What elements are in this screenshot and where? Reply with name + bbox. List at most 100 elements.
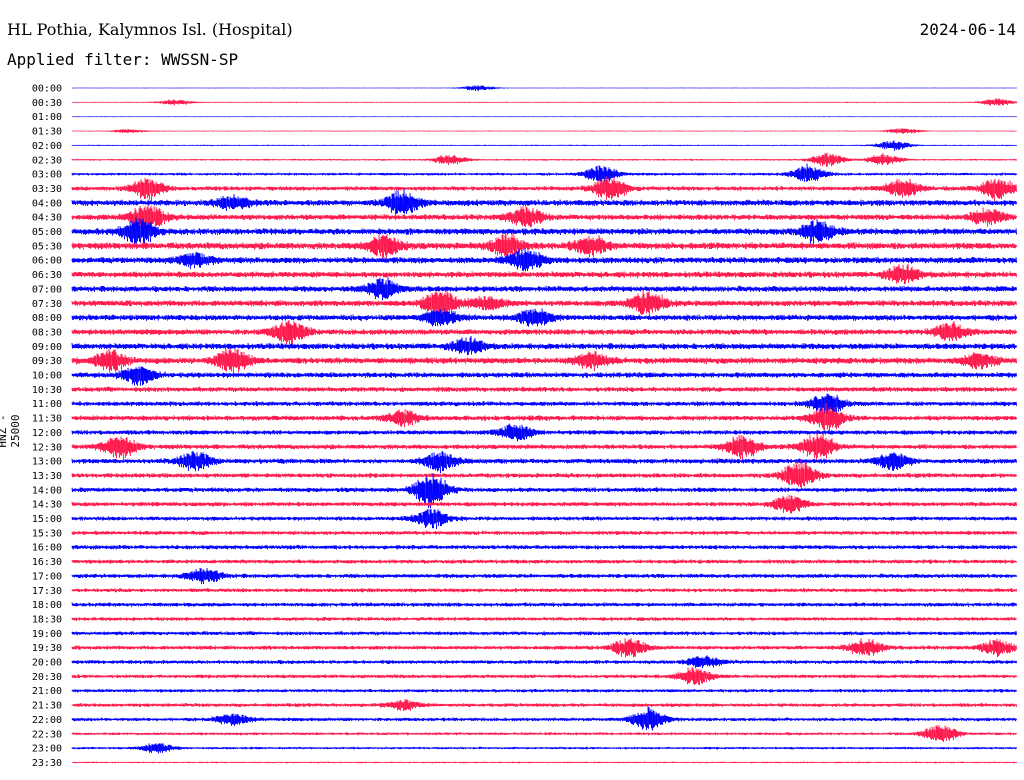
- trace-row-0400: [71, 188, 1017, 215]
- row-time-label: 21:00: [32, 686, 62, 697]
- row-time-label: 06:00: [32, 256, 62, 267]
- trace-row-1130: [71, 403, 1017, 431]
- row-time-label: 06:30: [32, 270, 62, 281]
- row-time-label: 04:00: [32, 198, 62, 209]
- trace-row-2030: [71, 667, 1017, 686]
- trace-row-1430: [71, 495, 1017, 514]
- record-date: 2024-06-14: [919, 20, 1016, 39]
- row-time-label: 13:30: [32, 471, 62, 482]
- station-title: HL Pothia, Kalymnos Isl. (Hospital): [7, 20, 293, 39]
- row-time-label: 18:30: [32, 614, 62, 625]
- trace-row-0930: [71, 348, 1017, 375]
- trace-row-1200: [71, 423, 1017, 442]
- row-time-label: 11:30: [32, 414, 62, 425]
- trace-row-2300: [71, 743, 1017, 754]
- row-time-label: 19:30: [32, 643, 62, 654]
- row-time-label: 20:00: [32, 658, 62, 669]
- trace-row-1500: [71, 508, 1017, 529]
- filter-label: Applied filter: WWSSN-SP: [7, 50, 239, 69]
- trace-row-2230: [71, 724, 1017, 743]
- row-labels: 00:00 00:30 01:00 01:30 02:00 02:30 03:00 03:30…: [32, 84, 62, 769]
- row-time-label: 09:30: [32, 356, 62, 367]
- trace-row-0500: [71, 217, 1017, 247]
- trace-row-1300: [71, 450, 1017, 474]
- trace-row-2130: [71, 699, 1017, 711]
- row-time-label: 10:30: [32, 385, 62, 396]
- trace-row-0630: [71, 263, 1017, 285]
- row-time-label: 04:30: [32, 213, 62, 224]
- row-time-label: 16:00: [32, 543, 62, 554]
- row-time-label: 01:00: [32, 112, 62, 123]
- row-time-label: 13:00: [32, 457, 62, 468]
- trace-row-0430: [71, 205, 1017, 229]
- trace-row-0530: [71, 233, 1017, 259]
- trace-row-0300: [71, 163, 1017, 183]
- row-time-label: 02:00: [32, 141, 62, 152]
- trace-row-0230: [71, 152, 1017, 167]
- trace-row-1030: [71, 386, 1017, 393]
- trace-row-1700: [71, 568, 1017, 585]
- trace-row-1930: [71, 638, 1017, 658]
- trace-row-0600: [71, 248, 1017, 272]
- trace-row-1230: [71, 433, 1017, 462]
- row-time-label: 16:30: [32, 557, 62, 568]
- row-time-label: 08:30: [32, 327, 62, 338]
- trace-row-1800: [71, 602, 1017, 607]
- row-time-label: 05:00: [32, 227, 62, 238]
- trace-row-1000: [71, 366, 1017, 386]
- row-time-label: 23:30: [32, 758, 62, 769]
- row-time-label: 10:00: [32, 371, 62, 382]
- trace-row-0800: [71, 308, 1017, 327]
- trace-row-0130: [71, 128, 1017, 134]
- trace-row-0100: [71, 115, 1017, 118]
- row-time-label: 08:00: [32, 313, 62, 324]
- trace-row-0900: [71, 335, 1017, 356]
- row-time-label: 07:00: [32, 284, 62, 295]
- row-time-label: 14:00: [32, 485, 62, 496]
- row-time-label: 17:30: [32, 586, 62, 597]
- seismic-traces: [71, 85, 1017, 764]
- row-time-label: 07:30: [32, 299, 62, 310]
- trace-row-2000: [71, 655, 1017, 669]
- row-time-label: 02:30: [32, 155, 62, 166]
- trace-row-1900: [71, 631, 1017, 636]
- row-time-label: 14:30: [32, 500, 62, 511]
- row-time-label: 18:00: [32, 600, 62, 611]
- trace-row-0330: [71, 176, 1017, 201]
- row-time-label: 15:00: [32, 514, 62, 525]
- row-time-label: 17:00: [32, 571, 62, 582]
- row-time-label: 01:30: [32, 127, 62, 138]
- row-time-label: 12:00: [32, 428, 62, 439]
- trace-row-0000: [71, 85, 1017, 92]
- trace-row-1730: [71, 588, 1017, 593]
- row-time-label: 20:30: [32, 672, 62, 683]
- trace-row-1530: [71, 530, 1017, 536]
- row-time-label: 11:00: [32, 399, 62, 410]
- trace-row-0830: [71, 319, 1017, 345]
- trace-row-2100: [71, 688, 1017, 693]
- trace-row-0030: [71, 98, 1017, 106]
- trace-row-0730: [71, 290, 1017, 318]
- row-time-label: 19:00: [32, 629, 62, 640]
- row-time-label: 03:00: [32, 170, 62, 181]
- trace-row-1330: [71, 459, 1017, 490]
- row-time-label: 00:00: [32, 84, 62, 95]
- trace-row-2200: [71, 706, 1017, 731]
- trace-row-1830: [71, 616, 1017, 622]
- row-time-label: 22:30: [32, 729, 62, 740]
- row-time-label: 00:30: [32, 98, 62, 109]
- row-time-label: 05:30: [32, 241, 62, 252]
- row-time-label: 09:00: [32, 342, 62, 353]
- row-time-label: 23:00: [32, 744, 62, 755]
- row-time-label: 12:30: [32, 442, 62, 453]
- row-time-label: 15:30: [32, 528, 62, 539]
- trace-row-1100: [71, 393, 1017, 415]
- trace-row-1600: [71, 544, 1017, 550]
- trace-row-0200: [71, 140, 1017, 151]
- trace-row-2330: [71, 761, 1017, 764]
- trace-row-0700: [71, 277, 1017, 301]
- row-time-label: 21:30: [32, 701, 62, 712]
- row-time-label: 22:00: [32, 715, 62, 726]
- trace-row-1630: [71, 559, 1017, 564]
